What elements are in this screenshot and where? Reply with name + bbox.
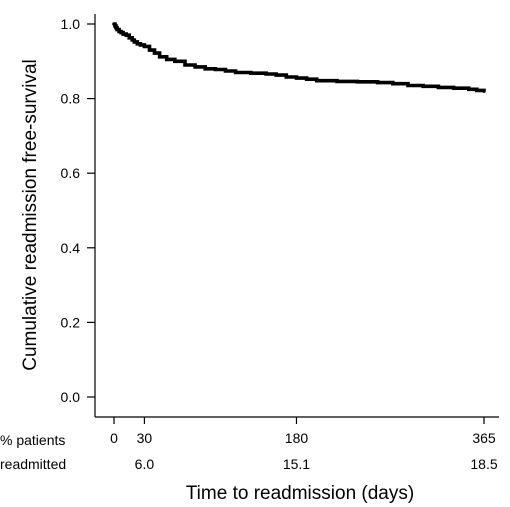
y-tick-label: 1.0 <box>61 16 81 32</box>
x-tick-label: 180 <box>285 430 309 446</box>
y-tick-label: 0.2 <box>61 314 81 330</box>
table-row-label-line1: % patients <box>0 432 65 448</box>
readmitted-value: 15.1 <box>283 456 310 472</box>
x-ticks: 0 30 180 365 <box>110 417 496 446</box>
y-tick-label: 0.4 <box>61 240 81 256</box>
readmitted-value: 6.0 <box>135 456 155 472</box>
axes <box>94 14 499 418</box>
readmitted-value: 18.5 <box>470 456 497 472</box>
y-ticks: 0.0 0.2 0.4 0.6 0.8 1.0 <box>61 16 95 405</box>
readmitted-table: % patients readmitted 6.0 15.1 18.5 <box>0 432 498 472</box>
x-tick-label: 30 <box>137 430 153 446</box>
y-tick-label: 0.0 <box>61 389 81 405</box>
x-tick-label: 0 <box>110 430 118 446</box>
survival-curve <box>112 22 486 93</box>
x-axis-title: Time to readmission (days) <box>186 483 414 504</box>
y-axis-title: Cumulative readmission free-survival <box>20 59 41 371</box>
table-row-label-line2: readmitted <box>0 456 66 472</box>
y-tick-label: 0.6 <box>61 165 81 181</box>
series-group <box>112 22 486 93</box>
x-tick-label: 365 <box>472 430 496 446</box>
y-tick-label: 0.8 <box>61 91 81 107</box>
